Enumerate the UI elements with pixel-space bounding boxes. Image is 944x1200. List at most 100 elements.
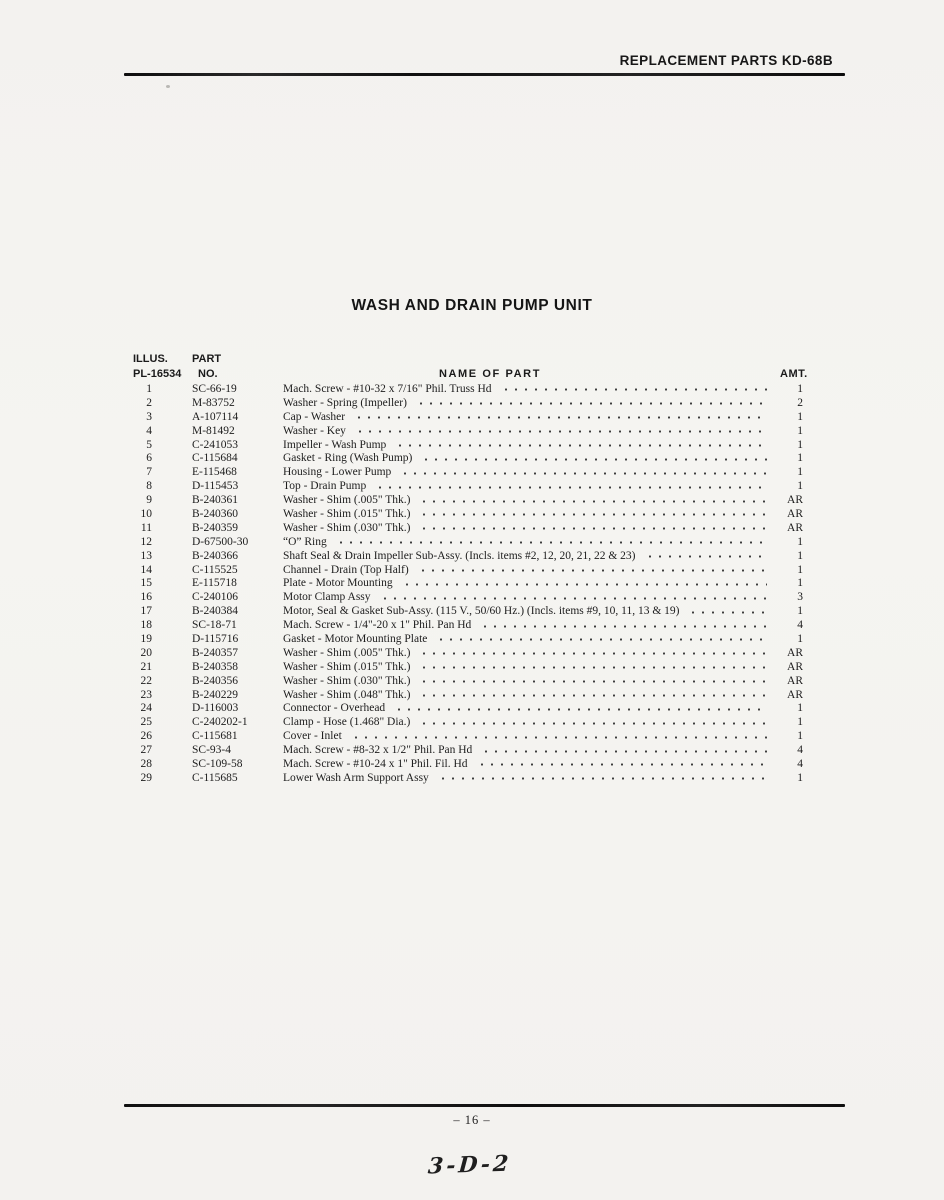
part-name-cell: Clamp - Hose (1.468" Dia.) <box>283 716 411 729</box>
amount-cell: AR <box>787 674 803 687</box>
part-number-cell: B-240361 <box>192 494 238 507</box>
part-name-cell: Impeller - Wash Pump <box>283 438 387 451</box>
illus-number-cell: 8 <box>146 480 152 493</box>
illus-number-cell: 20 <box>140 646 153 659</box>
illus-number-cell: 16 <box>140 591 153 604</box>
part-number-cell: M-81492 <box>192 424 235 437</box>
part-number-cell: D-116003 <box>192 702 239 715</box>
table-row: 22 B-240356 Washer - Shim (.030" Thk.) A… <box>125 675 803 689</box>
table-row: 1 SC-66-19 Mach. Screw - #10-32 x 7/16" … <box>125 383 803 397</box>
table-row: 10 B-240360 Washer - Shim (.015" Thk.) A… <box>125 508 803 522</box>
amount-cell: AR <box>787 660 803 673</box>
illus-number-cell: 21 <box>140 660 153 673</box>
part-number-cell: C-240106 <box>192 591 238 604</box>
amount-cell: 1 <box>797 702 803 715</box>
table-row: 6 C-115684 Gasket - Ring (Wash Pump) 1 <box>125 452 803 466</box>
illus-number-cell: 6 <box>146 452 152 465</box>
part-name-cell: Lower Wash Arm Support Assy <box>283 771 429 784</box>
part-name-cell: Connector - Overhead <box>283 702 386 715</box>
table-row: 18 SC-18-71 Mach. Screw - 1/4"-20 x 1" P… <box>125 619 803 633</box>
dot-leader <box>401 578 767 590</box>
illus-number-cell: 29 <box>140 771 153 784</box>
table-row: 3 A-107114 Cap - Washer 1 <box>125 411 803 425</box>
illus-number-cell: 7 <box>146 466 152 479</box>
table-row: 9 B-240361 Washer - Shim (.005" Thk.) AR <box>125 494 803 508</box>
part-number-cell: C-115681 <box>192 730 238 743</box>
part-label: PART <box>192 353 222 365</box>
illus-number-cell: 12 <box>140 535 153 548</box>
part-name-cell: Channel - Drain (Top Half) <box>283 563 409 576</box>
part-number-cell: C-240202-1 <box>192 716 248 729</box>
illus-number-cell: 27 <box>140 744 153 757</box>
table-row: 23 B-240229 Washer - Shim (.048" Thk.) A… <box>125 689 803 703</box>
illus-number-cell: 28 <box>140 758 153 771</box>
dot-leader <box>350 731 767 743</box>
table-row: 29 C-115685 Lower Wash Arm Support Assy … <box>125 772 803 786</box>
illus-number-cell: 23 <box>140 688 153 701</box>
table-row: 24 D-116003 Connector - Overhead 1 <box>125 702 803 716</box>
part-name-cell: Washer - Shim (.005" Thk.) <box>283 494 411 507</box>
part-number-cell: B-240366 <box>192 549 238 562</box>
part-number-cell: D-67500-30 <box>192 535 249 548</box>
part-number-cell: A-107114 <box>192 410 239 423</box>
illus-number-cell: 13 <box>140 549 153 562</box>
part-number-cell: D-115453 <box>192 480 239 493</box>
table-row: 11 B-240359 Washer - Shim (.030" Thk.) A… <box>125 522 803 536</box>
part-name-cell: Motor Clamp Assy <box>283 591 371 604</box>
dot-leader <box>354 426 767 438</box>
part-name-cell: Mach. Screw - #10-24 x 1" Phil. Fil. Hd <box>283 758 468 771</box>
illus-label: ILLUS. <box>133 353 168 365</box>
part-name-cell: Washer - Spring (Impeller) <box>283 396 407 409</box>
amount-cell: 1 <box>797 466 803 479</box>
dot-leader <box>500 384 767 396</box>
illus-number-cell: 3 <box>146 410 152 423</box>
amount-cell: 4 <box>797 744 803 757</box>
part-number-cell: SC-18-71 <box>192 619 237 632</box>
part-name-cell: Washer - Shim (.048" Thk.) <box>283 688 411 701</box>
illus-number-cell: 11 <box>140 521 152 534</box>
part-name-cell: Housing - Lower Pump <box>283 466 392 479</box>
dot-leader <box>419 690 767 702</box>
amount-cell: 3 <box>797 591 803 604</box>
amount-cell: 1 <box>797 730 803 743</box>
dot-leader <box>476 759 767 771</box>
amount-cell: 1 <box>797 438 803 451</box>
part-number-cell: C-241053 <box>192 438 238 451</box>
dot-leader <box>419 523 767 535</box>
page-header: REPLACEMENT PARTS KD-68B <box>619 53 833 68</box>
part-number-cell: B-240359 <box>192 521 238 534</box>
dot-leader <box>421 453 767 465</box>
table-row: 27 SC-93-4 Mach. Screw - #8-32 x 1/2" Ph… <box>125 744 803 758</box>
dot-leader <box>417 565 767 577</box>
table-row: 7 E-115468 Housing - Lower Pump 1 <box>125 466 803 480</box>
part-name-cell: Washer - Key <box>283 424 346 437</box>
part-name-cell: Mach. Screw - #10-32 x 7/16" Phil. Truss… <box>283 383 492 395</box>
table-row: 16 C-240106 Motor Clamp Assy 3 <box>125 591 803 605</box>
part-number-cell: E-115718 <box>192 577 237 590</box>
table-row: 4 M-81492 Washer - Key 1 <box>125 425 803 439</box>
amount-cell: 1 <box>797 549 803 562</box>
top-rule <box>124 73 845 76</box>
illus-number-cell: 9 <box>146 494 152 507</box>
part-name-cell: Cover - Inlet <box>283 730 342 743</box>
part-number-cell: C-115685 <box>192 771 238 784</box>
illus-number-cell: 10 <box>140 508 153 521</box>
dot-leader <box>481 745 767 757</box>
amount-cell: AR <box>787 494 803 507</box>
table-row: 5 C-241053 Impeller - Wash Pump 1 <box>125 439 803 453</box>
illus-number-cell: 26 <box>140 730 153 743</box>
dot-leader <box>419 495 767 507</box>
table-row: 14 C-115525 Channel - Drain (Top Half) 1 <box>125 564 803 578</box>
dot-leader <box>688 606 767 618</box>
part-number-cell: B-240360 <box>192 508 238 521</box>
dot-leader <box>379 592 767 604</box>
illus-number-cell: 4 <box>146 424 152 437</box>
amount-cell: 1 <box>797 410 803 423</box>
dot-leader <box>436 634 767 646</box>
illus-number-cell: 22 <box>140 674 153 687</box>
table-row: 17 B-240384 Motor, Seal & Gasket Sub-Ass… <box>125 605 803 619</box>
part-number-cell: M-83752 <box>192 396 235 409</box>
part-name-cell: Gasket - Motor Mounting Plate <box>283 633 428 646</box>
part-number-cell: B-240356 <box>192 674 238 687</box>
table-row: 2 M-83752 Washer - Spring (Impeller) 2 <box>125 397 803 411</box>
